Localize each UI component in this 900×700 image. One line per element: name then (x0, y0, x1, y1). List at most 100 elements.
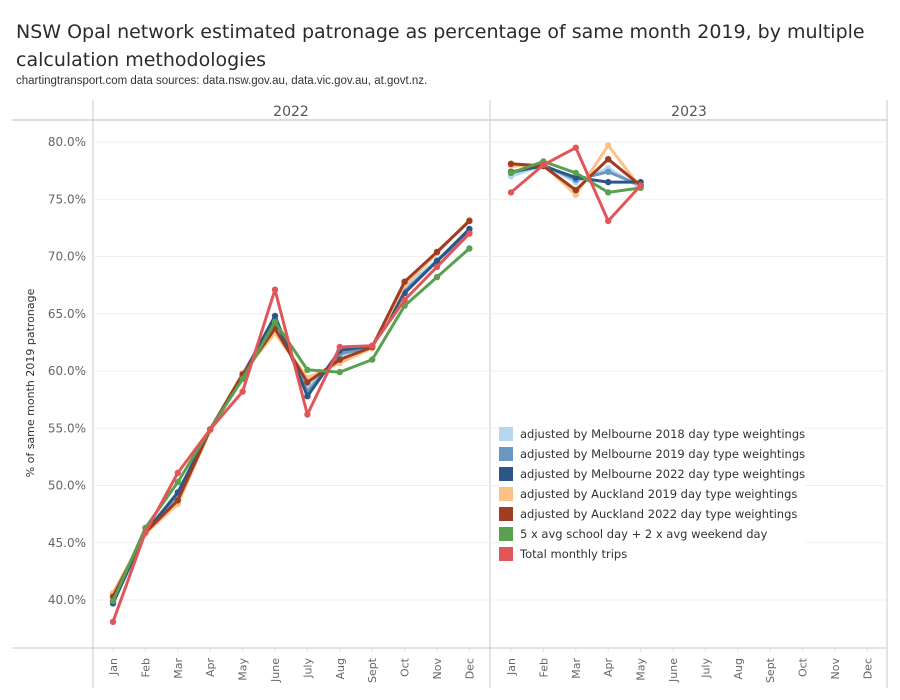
y-tick-label: 70.0% (48, 250, 86, 264)
data-point (605, 156, 612, 163)
data-point (433, 257, 441, 265)
x-tick-label: May (237, 658, 250, 681)
data-point (174, 497, 181, 504)
legend-label: adjusted by Auckland 2022 day type weigh… (520, 507, 798, 521)
chart-title: NSW Opal network estimated patronage as … (16, 21, 865, 71)
legend-item[interactable]: adjusted by Auckland 2022 day type weigh… (499, 504, 805, 524)
legend-label: adjusted by Melbourne 2022 day type weig… (520, 467, 806, 481)
series-line-2022 (111, 218, 471, 595)
data-point (304, 393, 311, 400)
legend-label: adjusted by Auckland 2019 day type weigh… (520, 487, 798, 501)
legend-item[interactable]: Total monthly trips (499, 544, 805, 564)
y-tick-label: 55.0% (48, 421, 86, 435)
y-tick-label: 65.0% (48, 307, 86, 321)
data-point (142, 529, 149, 536)
data-point (271, 312, 279, 320)
x-tick-label: June (269, 658, 282, 683)
data-point (572, 144, 579, 151)
legend-swatch (499, 507, 513, 521)
data-point (109, 618, 117, 625)
legend-item[interactable]: adjusted by Melbourne 2018 day type weig… (499, 424, 805, 444)
series-line-2022 (111, 247, 471, 603)
data-point (207, 426, 214, 433)
panel-label-2022: 2022 (273, 104, 309, 120)
legend: adjusted by Melbourne 2018 day type weig… (499, 424, 806, 564)
y-axis-ticks: 80.0% 75.0% 70.0% 65.0% 60.0% 55.0% 50.0% 45.0%… (48, 135, 86, 607)
y-tick-label: 80.0% (48, 135, 86, 149)
legend-label: Total monthly trips (520, 547, 628, 561)
data-point (572, 186, 579, 194)
data-point (271, 318, 279, 325)
y-tick-label: 45.0% (48, 536, 86, 550)
series-line-2022 (111, 227, 471, 605)
data-point (433, 273, 441, 281)
data-point (466, 245, 473, 252)
legend-swatch (499, 427, 513, 441)
x-tick-label: Dec (463, 658, 476, 679)
data-point (304, 411, 311, 418)
x-tick-label: Aug (334, 658, 347, 679)
data-point (507, 169, 515, 177)
data-point (304, 379, 311, 386)
x-tick-label: July (699, 658, 712, 679)
x-tick-label: Dec (861, 658, 874, 679)
data-point (174, 478, 181, 486)
data-point (336, 343, 343, 351)
data-point (433, 248, 441, 256)
legend-swatch (499, 527, 513, 541)
y-tick-label: 50.0% (48, 479, 86, 493)
data-point (540, 161, 547, 169)
data-point (369, 342, 376, 349)
data-point (401, 289, 408, 297)
data-point (466, 230, 473, 237)
panel-label-2023: 2023 (671, 104, 707, 120)
legend-item[interactable]: 5 x avg school day + 2 x avg weekend day (499, 524, 805, 544)
legend-label: adjusted by Melbourne 2018 day type weig… (520, 427, 806, 441)
data-point (239, 375, 246, 383)
legend-label: 5 x avg school day + 2 x avg weekend day (520, 527, 768, 541)
data-point (605, 142, 612, 149)
data-point (605, 168, 612, 175)
legend-item[interactable]: adjusted by Auckland 2019 day type weigh… (499, 484, 805, 504)
x-tick-label: Aug (732, 658, 745, 679)
x-tick-label: July (301, 658, 314, 679)
y-tick-label: 75.0% (48, 192, 86, 206)
gridlines (93, 141, 887, 601)
x-tick-label: Apr (204, 658, 217, 678)
data-point (466, 225, 473, 233)
x-tick-label: Sept (366, 657, 379, 683)
x-tick-label: Mar (570, 658, 583, 679)
chart-frame (12, 100, 888, 688)
legend-item[interactable]: adjusted by Melbourne 2022 day type weig… (499, 464, 805, 484)
y-tick-label: 40.0% (48, 593, 86, 607)
data-point (433, 263, 441, 270)
data-point (605, 217, 612, 225)
legend-label: adjusted by Melbourne 2019 day type weig… (520, 447, 806, 461)
data-point (572, 174, 579, 181)
legend-swatch (499, 467, 513, 481)
data-point (401, 296, 408, 304)
data-point (304, 366, 311, 374)
legend-swatch (499, 547, 513, 561)
x-tick-label: Feb (139, 658, 152, 677)
data-point (605, 178, 612, 186)
data-point (336, 356, 343, 363)
x-tick-label: May (635, 658, 648, 681)
data-point (239, 388, 246, 395)
y-axis-title: % of same month 2019 patronage (24, 288, 37, 477)
legend-item[interactable]: adjusted by Melbourne 2019 day type weig… (499, 444, 805, 464)
data-point (466, 217, 473, 225)
data-point (271, 286, 279, 293)
data-point (572, 169, 579, 177)
x-tick-label: Oct (399, 657, 412, 677)
data-point (109, 597, 117, 605)
chart-subtitle: chartingtransport.com data sources: data… (16, 75, 428, 87)
data-point (605, 189, 612, 196)
y-tick-label: 60.0% (48, 364, 86, 378)
x-axis-ticks: Jan Feb Mar Apr May June July Aug Sept Oct Nov Dec J… (107, 648, 874, 683)
data-point (572, 191, 579, 198)
x-tick-label: Nov (829, 658, 842, 680)
legend-swatch (499, 487, 513, 501)
series-lines (109, 142, 644, 625)
series-line-2022 (111, 232, 471, 624)
